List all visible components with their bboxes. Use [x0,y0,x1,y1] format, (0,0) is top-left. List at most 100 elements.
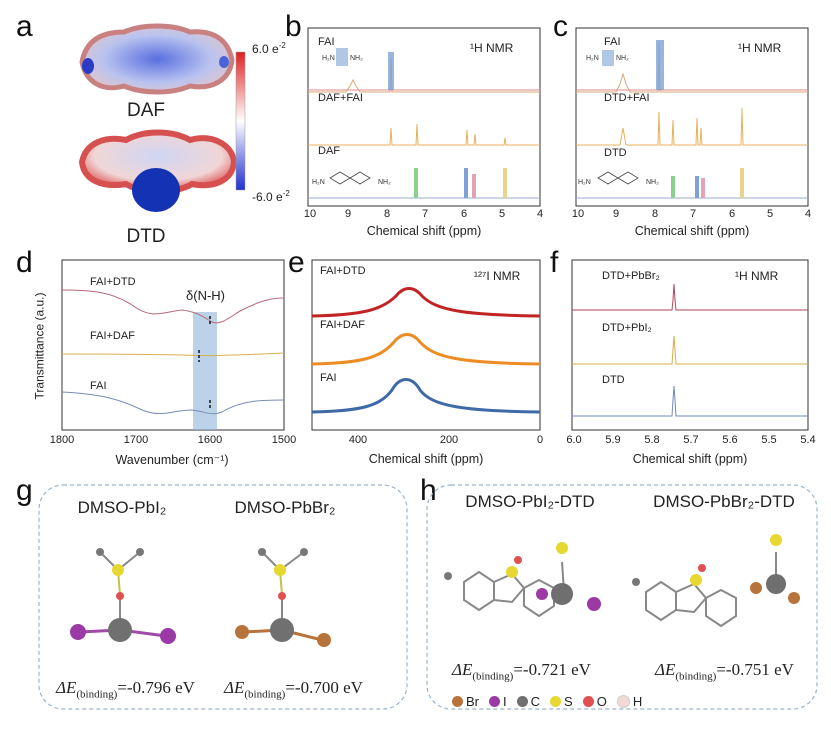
panel-label-f: f [550,246,559,279]
chart-f-series-dtd-pbi2 [572,335,808,365]
atom-h-icon [616,695,630,708]
chart-b-tick: 10 [303,208,317,220]
atom-i-icon [489,696,500,707]
chart-e-series-fai-daf [311,333,541,366]
chart-b-xlabel: Chemical shift (ppm) [366,224,482,238]
chart-f-tick: 5.9 [605,434,621,446]
h-structure-1 [444,542,601,618]
chart-b-tick: 8 [383,208,391,220]
legend-item: S [550,694,573,709]
h-legend: Br I C S O H [452,694,642,709]
chart-d [61,259,285,431]
panel-label-d: d [16,246,33,279]
chart-c-series-dtd-fai [576,107,808,146]
chart-e-nmr: ¹²⁷I NMR [474,269,521,283]
panel-label-a: a [16,10,33,43]
chart-c-tick: 8 [651,208,659,220]
chart-d-series-fai [61,391,285,415]
chart-b: H₂N NH₂ H₂N NH₂ [307,27,541,207]
h-energy-2: ΔE(binding)=-0.751 eV [655,660,794,683]
panel-h-frame [426,484,818,710]
colorbar-min: -6.0 e-2 [252,189,290,204]
chart-d-tick: 1600 [197,434,223,446]
chart-e-tick: 0 [536,434,544,446]
chart-d-tick: 1800 [49,434,75,446]
h-energy-1: ΔE(binding)=-0.721 eV [452,660,591,683]
chart-c: H₂N NH₂ H₂N NH₂ [575,27,809,207]
chart-f-tick: 6.0 [566,434,582,446]
colorbar [235,51,246,191]
chart-e-series-fai-dtd [311,287,541,318]
chart-d-ylabel: Transmittance (a.u.) [32,292,47,400]
chart-d-legend-2: FAI+DAF [90,330,135,342]
chart-c-tick: 7 [689,208,697,220]
svg-text:NH₂: NH₂ [378,179,391,186]
g-energy-2: ΔE(binding)=-0.700 eV [224,678,363,701]
chart-c-tick: 9 [612,208,620,220]
svg-text:H₂N: H₂N [312,179,325,186]
chart-d-legend-3: FAI [90,380,107,392]
chart-f-tick: 5.5 [761,434,777,446]
chart-f-legend-3: DTD [602,374,625,386]
h-mol-2: DMSO-PbBr₂-DTD [653,492,795,511]
chart-f-series-dtd-pbbr2 [572,283,808,311]
chart-e-legend-1: FAI+DTD [320,265,366,277]
chart-e-tick: 200 [439,434,459,446]
g-mol-1: DMSO-PbI₂ [77,498,167,517]
chart-f-tick: 5.4 [800,434,816,446]
chart-f-xlabel: Chemical shift (ppm) [632,452,748,466]
legend-item: O [582,694,607,709]
chart-c-nmr: ¹H NMR [738,41,782,55]
chart-f-tick: 5.7 [683,434,699,446]
h-mol-1: DMSO-PbI₂-DTD [465,492,595,511]
legend-item: Br [452,694,479,709]
panel-label-c: c [553,10,568,43]
chart-b-tick: 7 [421,208,429,220]
chart-f-legend-2: DTD+PbI₂ [602,322,652,334]
chart-e-series-fai [311,378,541,414]
chart-b-tick: 5 [498,208,506,220]
chart-c-legend-fai: FAI [604,36,621,48]
chart-e-legend-3: FAI [320,372,337,384]
chart-d-tick: 1500 [271,434,297,446]
h-structure-2 [632,534,800,628]
chart-b-legend-fai: FAI [318,36,335,48]
chart-f-tick: 5.6 [722,434,738,446]
svg-text:NH₂: NH₂ [616,55,629,62]
chart-c-tick: 4 [804,208,812,220]
chart-f-tick: 5.8 [644,434,660,446]
dtd-esp-map [78,129,238,212]
panel-label-h: h [420,474,437,507]
daf-esp-map [79,23,235,95]
atom-br-icon [452,696,463,707]
chart-d-tick: 1700 [123,434,149,446]
legend-item: H [616,694,642,709]
chart-c-legend-dtd: DTD [604,147,627,159]
chart-c-tick: 10 [571,208,585,220]
chart-e-tick: 400 [348,434,368,446]
atom-s-icon [550,696,562,707]
chart-d-xlabel: Wavenumber (cm⁻¹) [115,453,229,467]
panel-label-g: g [16,474,33,507]
legend-item: I [489,694,507,709]
chart-e-legend-2: FAI+DAF [320,319,365,331]
chart-f-series-dtd [572,385,808,417]
panel-label-e: e [288,246,305,279]
chart-e-xlabel: Chemical shift (ppm) [368,452,484,466]
chart-d-legend-1: FAI+DTD [90,276,136,288]
svg-text:NH₂: NH₂ [350,55,363,62]
chart-c-xlabel: Chemical shift (ppm) [634,224,750,238]
panel-label-b: b [285,10,302,43]
svg-text:NH₂: NH₂ [646,179,659,186]
chart-c-tick: 5 [766,208,774,220]
g-mol-2: DMSO-PbBr₂ [234,498,336,517]
chart-b-tick: 4 [536,208,544,220]
chart-c-legend-mix: DTD+FAI [604,92,650,104]
colorbar-max: 6.0 e-2 [252,41,286,56]
chart-f [571,259,809,431]
atom-o-icon [582,696,594,707]
chart-f-legend-1: DTD+PbBr₂ [602,270,660,282]
g-energy-1: ΔE(binding)=-0.796 eV [56,678,195,701]
mol-label-daf: DAF [127,100,165,121]
svg-text:H₂N: H₂N [322,55,335,62]
